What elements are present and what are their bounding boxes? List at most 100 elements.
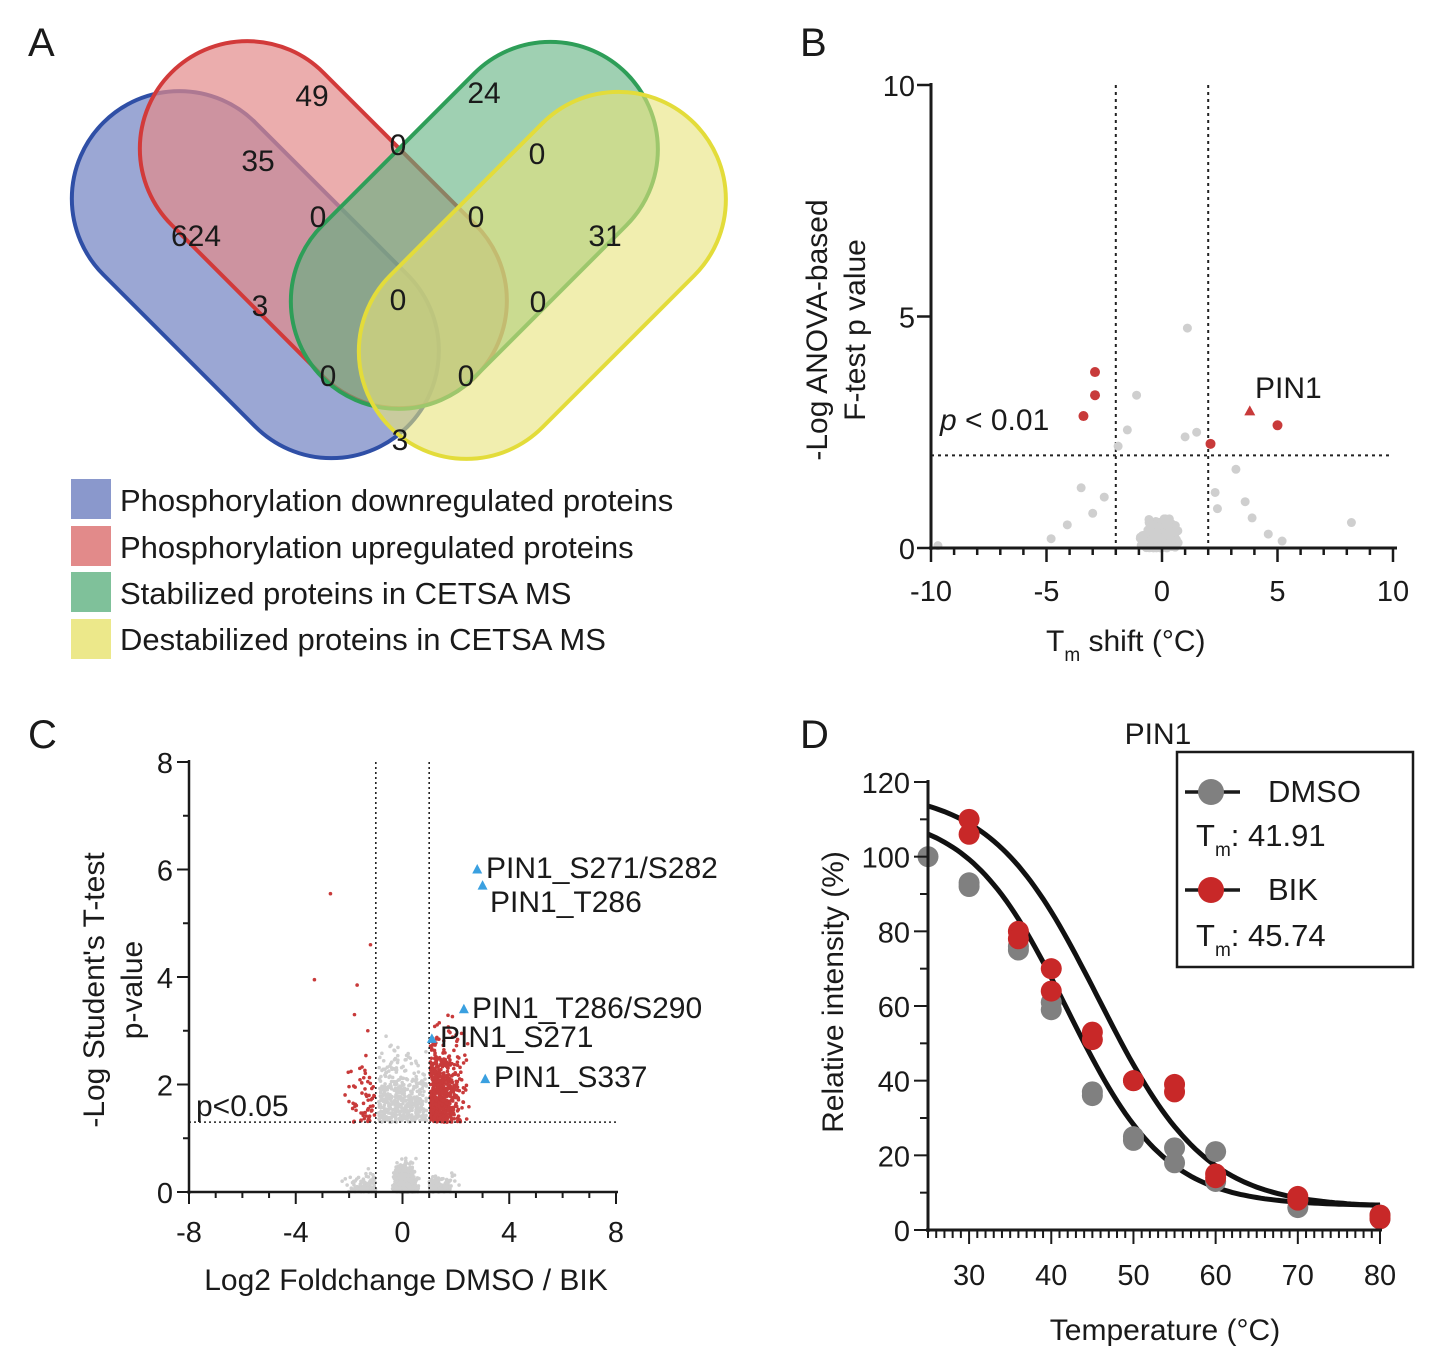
panel-c-significant-point — [449, 1116, 454, 1121]
venn-legend: Phosphorylation downregulated proteins P… — [71, 479, 673, 659]
panel-c-background-point — [403, 1156, 408, 1161]
panel-c-background-point — [414, 1104, 418, 1109]
panel-c-background-point — [406, 1170, 410, 1174]
panel-c-significant-point — [440, 1102, 445, 1107]
panel-c-significant-point — [441, 1083, 446, 1088]
panel-c-ylabel: -Log Student's T-test p-value — [78, 852, 149, 1128]
panel-c-significant-point — [455, 1063, 460, 1068]
panel-c-background-point — [417, 1092, 422, 1097]
panel-c-background-point — [424, 1099, 428, 1103]
panel-b-background-point — [1240, 497, 1250, 507]
panel-c-xlabel: Log2 Foldchange DMSO / BIK — [204, 1264, 608, 1297]
panel-c-background-point — [404, 1117, 409, 1121]
panel-b-ylabel-line2: F-test p value — [839, 239, 872, 421]
venn-count-destab: 31 — [588, 220, 621, 253]
panel-c-letter: C — [28, 713, 57, 757]
panel-c-significant-point — [453, 1104, 458, 1109]
panel-c-significant-point — [372, 1113, 377, 1117]
panel-c-background-point — [394, 1113, 399, 1117]
panel-c-background-point — [400, 1076, 404, 1081]
panel-c-significant-point — [454, 1033, 458, 1037]
panel-c-background-point — [403, 1172, 407, 1177]
panel-c-significant-point — [431, 1041, 436, 1046]
panel-d-x-tick-label: 40 — [1035, 1260, 1067, 1292]
panel-b-background-point — [1099, 492, 1109, 502]
venn-count-down-destab: 3 — [392, 424, 409, 457]
panel-c-background-point — [416, 1184, 421, 1188]
panel-c-background-point — [408, 1089, 413, 1094]
panel-d-point-bik — [1122, 1070, 1144, 1092]
panel-c-significant-point — [429, 1048, 434, 1052]
panel-c-significant-point — [440, 1071, 445, 1076]
panel-c-background-point — [343, 1177, 348, 1181]
panel-c-significant-point — [328, 891, 333, 896]
panel-c-significant-point — [360, 1091, 364, 1095]
panel-c-background-point — [394, 1183, 398, 1188]
panel-c-significant-point — [455, 1055, 460, 1059]
legend-marker-bik — [1198, 877, 1224, 903]
panel-c-background-point — [397, 1116, 402, 1121]
panel-c-background-point — [412, 1169, 417, 1174]
panel-c-significant-point — [444, 1082, 449, 1086]
venn-count-up-stab: 0 — [390, 129, 407, 162]
panel-c-background-point — [394, 1104, 399, 1109]
panel-c-background-point — [369, 1186, 374, 1191]
panel-d-xlabel: Temperature (°C) — [1050, 1314, 1280, 1347]
panel-c-background-point — [452, 1173, 457, 1177]
panel-c-significant-point — [455, 1095, 460, 1100]
panel-a: A 624 49 24 31 35 0 0 0 0 3 0 0 0 0 3 Ph… — [28, 21, 728, 659]
panel-c-y-tick-label: 4 — [157, 963, 173, 995]
panel-b-background-point — [1192, 427, 1202, 437]
panel-c-significant-point — [455, 1037, 460, 1042]
panel-c-significant-point — [430, 1100, 435, 1104]
panel-c-background-point — [445, 1185, 450, 1190]
panel-d-point-dmso — [1164, 1152, 1186, 1174]
panel-b-background-point — [1122, 425, 1132, 435]
panel-d-point-dmso — [1081, 1085, 1103, 1107]
panel-b-background-point — [1210, 487, 1220, 497]
panel-b-background-point — [1076, 483, 1086, 493]
panel-c-background-point — [449, 1184, 453, 1188]
panel-c-significant-point — [353, 1085, 357, 1089]
panel-c-significant-point — [312, 977, 317, 982]
panel-c-significant-point — [459, 1031, 464, 1036]
panel-c-significant-point — [355, 983, 359, 987]
legend-swatch-stab — [71, 572, 111, 612]
panel-c-background-point — [441, 1176, 445, 1181]
panel-c-background-point — [387, 1075, 391, 1080]
panel-d-point-dmso — [1040, 999, 1062, 1021]
panel-d-point-dmso — [1164, 1137, 1186, 1159]
panel-c-significant-point — [346, 1070, 351, 1075]
panel-c-background-point — [382, 1092, 387, 1096]
panel-c-background-point — [400, 1157, 404, 1161]
panel-c-significant-point — [437, 1037, 441, 1041]
panel-c-significant-point — [437, 1021, 442, 1025]
panel-c-significant-point — [460, 1106, 464, 1110]
panel-d-point-bik — [1081, 1029, 1103, 1051]
panel-c-background-point — [397, 1182, 402, 1187]
panel-c-significant-point — [441, 1078, 445, 1083]
panel-d-point-bik — [1007, 928, 1029, 950]
panel-b-background-point — [1088, 508, 1098, 518]
panel-c-background-point — [402, 1176, 407, 1181]
panel-c-background-point — [406, 1173, 411, 1178]
panel-c-background-point — [412, 1095, 417, 1099]
panel-c-background-point — [403, 1068, 408, 1073]
venn-set-destab — [356, 89, 728, 461]
panel-c-significant-point — [461, 1090, 465, 1095]
panel-c-significant-point — [464, 1083, 469, 1088]
panel-c-background-point — [409, 1098, 414, 1102]
panel-b-background-point — [1180, 432, 1190, 442]
legend-tm-dmso-prefix: T — [1196, 818, 1215, 853]
panel-c-y-tick-label: 8 — [157, 748, 173, 780]
panel-c-background-point — [382, 1103, 387, 1107]
panel-c-significant-point — [366, 1028, 370, 1033]
panel-c-significant-point — [454, 1082, 459, 1086]
panel-c-background-point — [399, 1109, 404, 1114]
panel-c-background-point — [366, 1175, 371, 1179]
panel-c-background-point — [364, 1171, 368, 1176]
panel-c-significant-point — [455, 1085, 460, 1090]
panel-c-background-point — [409, 1165, 413, 1170]
panel-c-background-point — [413, 1100, 417, 1105]
panel-c-background-point — [402, 1182, 407, 1186]
